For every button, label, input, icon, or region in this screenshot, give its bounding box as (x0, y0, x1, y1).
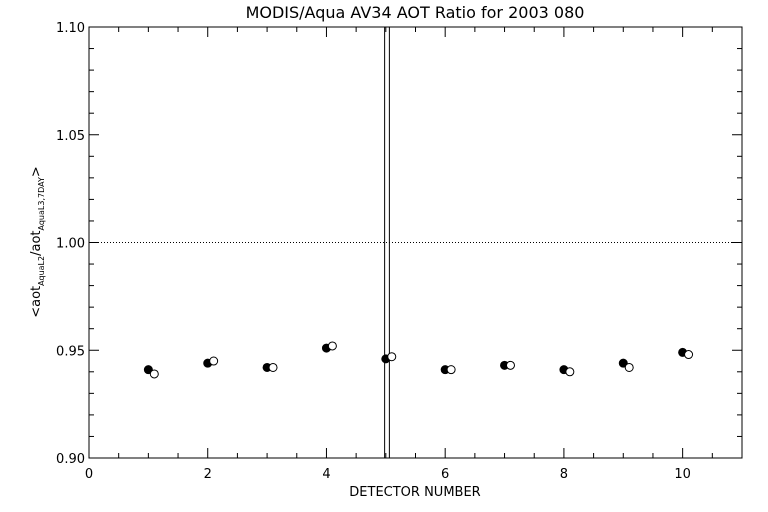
chart-title: MODIS/Aqua AV34 AOT Ratio for 2003 080 (246, 3, 585, 22)
data-point-open (624, 362, 634, 372)
x-tick-label: 8 (560, 467, 568, 482)
data-point-open (268, 362, 278, 372)
x-tick-label: 4 (322, 467, 330, 482)
data-point-open (684, 350, 694, 360)
y-axis-label-sub1: AquaL2 (37, 256, 46, 286)
data-point-open (565, 367, 575, 377)
vertical-lines-group (384, 27, 390, 458)
y-axis-label-prefix: <aot (29, 286, 44, 318)
y-axis-label-suffix: > (29, 166, 44, 177)
data-point-filled (618, 358, 628, 368)
x-tick-labels: 0 2 4 6 8 10 (85, 467, 691, 482)
x-tick-label: 2 (204, 467, 212, 482)
x-tick-label: 6 (441, 467, 449, 482)
x-axis-label: DETECTOR NUMBER (349, 485, 480, 500)
data-point-open (209, 356, 219, 366)
data-point-filled (143, 365, 153, 375)
data-points (143, 341, 694, 379)
data-point-open (387, 352, 397, 362)
data-point-open (446, 365, 456, 375)
y-axis-label: <aotAquaL2/aotAquaL3,7DAY> (29, 166, 46, 318)
plot-area (88, 26, 743, 459)
data-point-open (327, 341, 337, 351)
y-tick-label: 0.90 (56, 452, 85, 467)
axis-ticks (88, 26, 743, 459)
x-tick-label: 10 (674, 467, 691, 482)
data-point-open (149, 369, 159, 379)
y-tick-label: 1.00 (56, 237, 85, 252)
y-tick-label: 1.10 (56, 21, 85, 36)
y-tick-label: 1.05 (56, 129, 85, 144)
y-tick-labels: 0.90 0.95 1.00 1.05 1.10 (56, 21, 85, 467)
x-tick-label: 0 (85, 467, 93, 482)
data-point-open (505, 360, 515, 370)
y-axis-label-sub2: AquaL3,7DAY (37, 177, 46, 230)
y-axis-label-mid: /aot (29, 230, 44, 255)
y-tick-label: 0.95 (56, 344, 85, 359)
